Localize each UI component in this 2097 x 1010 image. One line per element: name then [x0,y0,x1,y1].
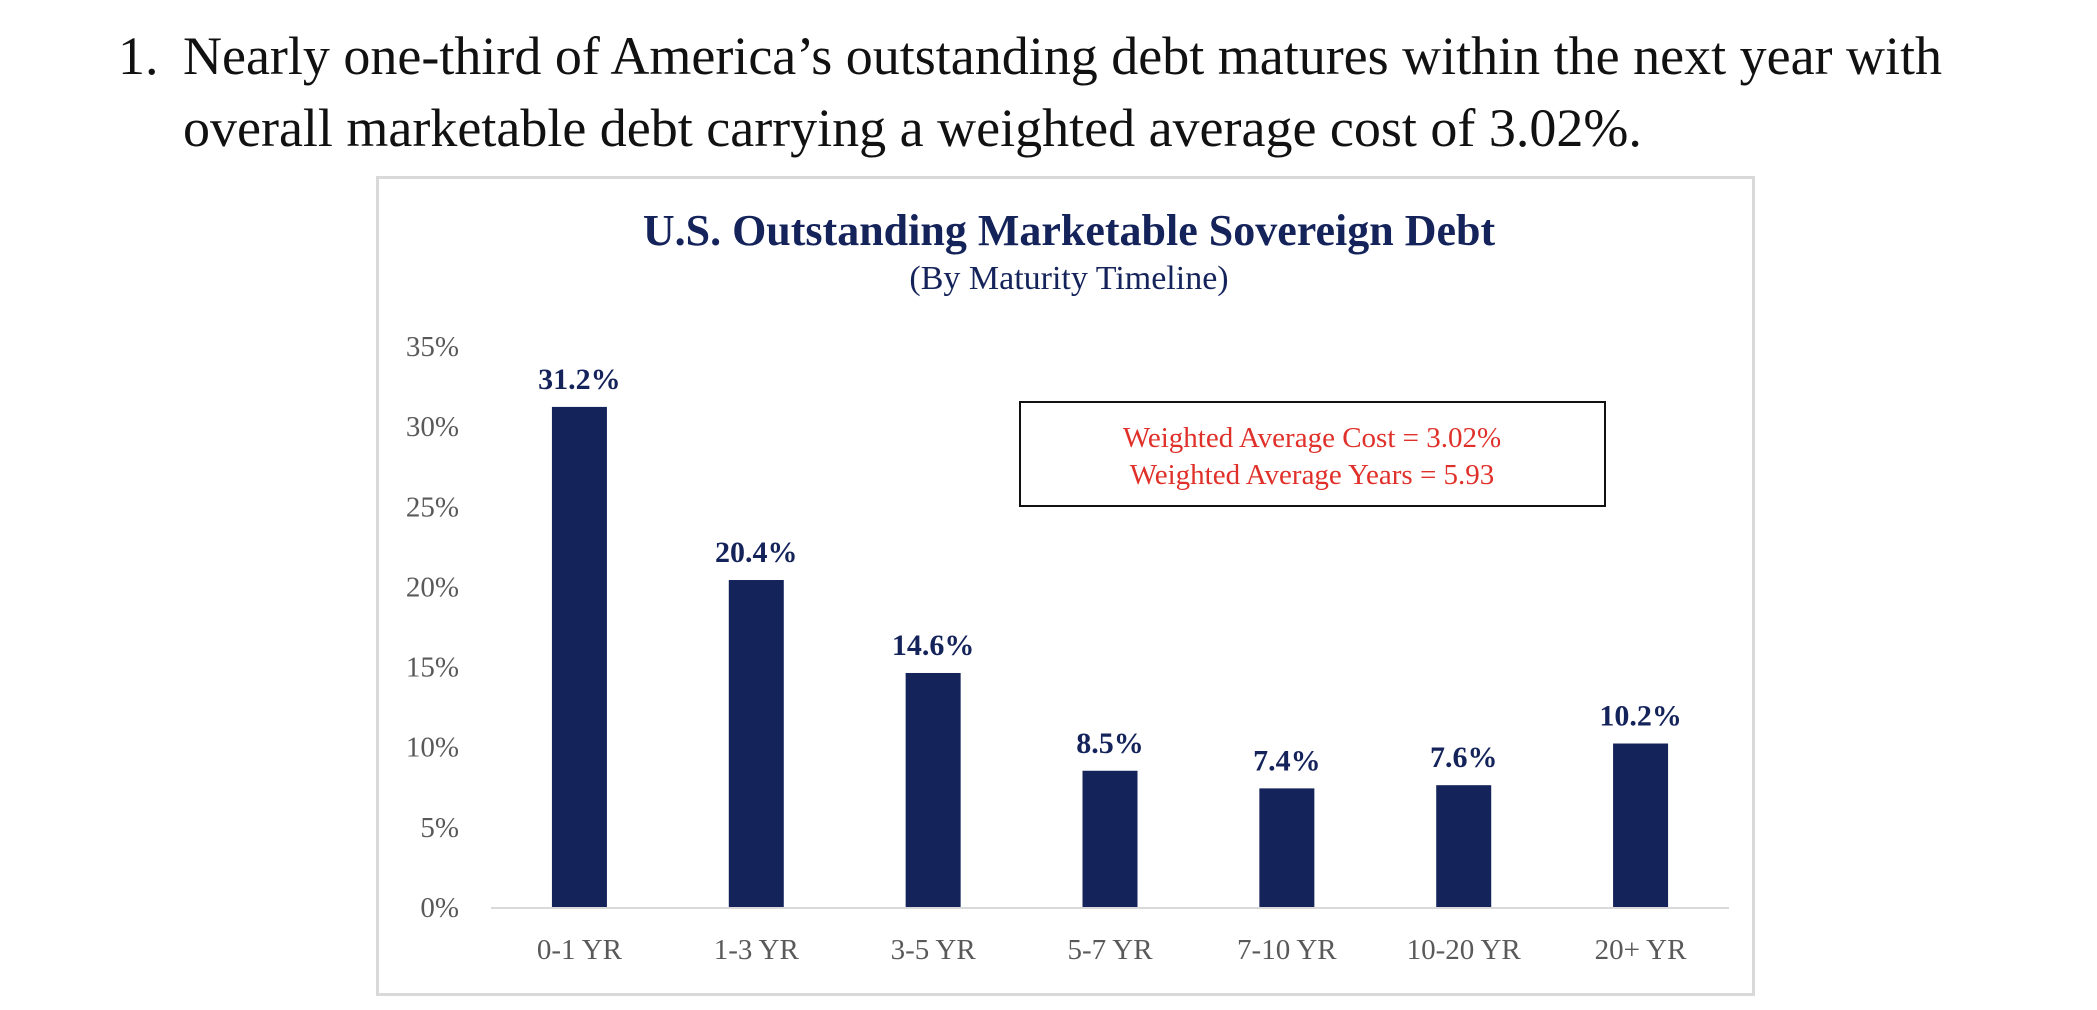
bar-value-label: 10.2% [1599,700,1682,733]
annotation-line-2: Weighted Average Years = 5.93 [1130,459,1495,491]
bar-value-label: 14.6% [892,629,975,662]
bar-value-label: 7.4% [1253,744,1321,777]
x-axis: 0-1 YR 1-3 YR 3-5 YR 5-7 YR 7-10 YR 10-20 YR 2… [537,934,1687,966]
bar-20-yr [1613,743,1669,907]
y-tick-label: 5% [420,812,459,844]
x-tick-label: 20+ YR [1595,934,1687,966]
y-tick-label: 10% [406,732,459,764]
y-tick-label: 0% [420,892,459,924]
bars: 31.2% 20.4% 14.6% 8.5% 7.4% 7.6% 10.2% [538,363,1682,907]
y-tick-label: 20% [406,571,459,603]
y-axis: 0% 5% 10% 15% 20% 25% 30% 35% [406,331,459,924]
y-tick-label: 30% [406,411,459,443]
intro-line-2: overall marketable debt carrying a weigh… [183,98,1642,158]
bar-0-1-yr [551,406,607,907]
bar-7-10-yr [1259,788,1315,907]
annotation-box [1019,401,1606,507]
chart-frame: U.S. Outstanding Marketable Sovereign De… [376,176,1755,996]
x-tick-label: 3-5 YR [891,934,977,966]
bar-10-20-yr [1436,785,1492,907]
chart-subtitle: (By Maturity Timeline) [909,260,1228,297]
bar-value-label: 7.6% [1430,741,1498,774]
bar-value-label: 31.2% [538,363,621,396]
bar-1-3-yr [728,580,784,907]
bar-5-7-yr [1082,770,1138,907]
y-tick-label: 35% [406,331,459,363]
chart-title: U.S. Outstanding Marketable Sovereign De… [643,206,1496,255]
list-number: 1. [118,26,159,86]
intro-line-1: Nearly one-third of America’s outstandin… [183,26,1943,86]
annotation-line-1: Weighted Average Cost = 3.02% [1123,422,1501,454]
y-tick-label: 15% [406,652,459,684]
bar-value-label: 8.5% [1076,727,1144,760]
x-tick-label: 5-7 YR [1067,934,1153,966]
x-tick-label: 1-3 YR [714,934,800,966]
x-tick-label: 7-10 YR [1237,934,1337,966]
bar-value-label: 20.4% [715,536,798,569]
x-tick-label: 0-1 YR [537,934,623,966]
y-tick-label: 25% [406,491,459,523]
debt-maturity-chart: U.S. Outstanding Marketable Sovereign De… [406,206,1729,966]
bar-3-5-yr [905,672,961,907]
x-tick-label: 10-20 YR [1407,934,1522,966]
